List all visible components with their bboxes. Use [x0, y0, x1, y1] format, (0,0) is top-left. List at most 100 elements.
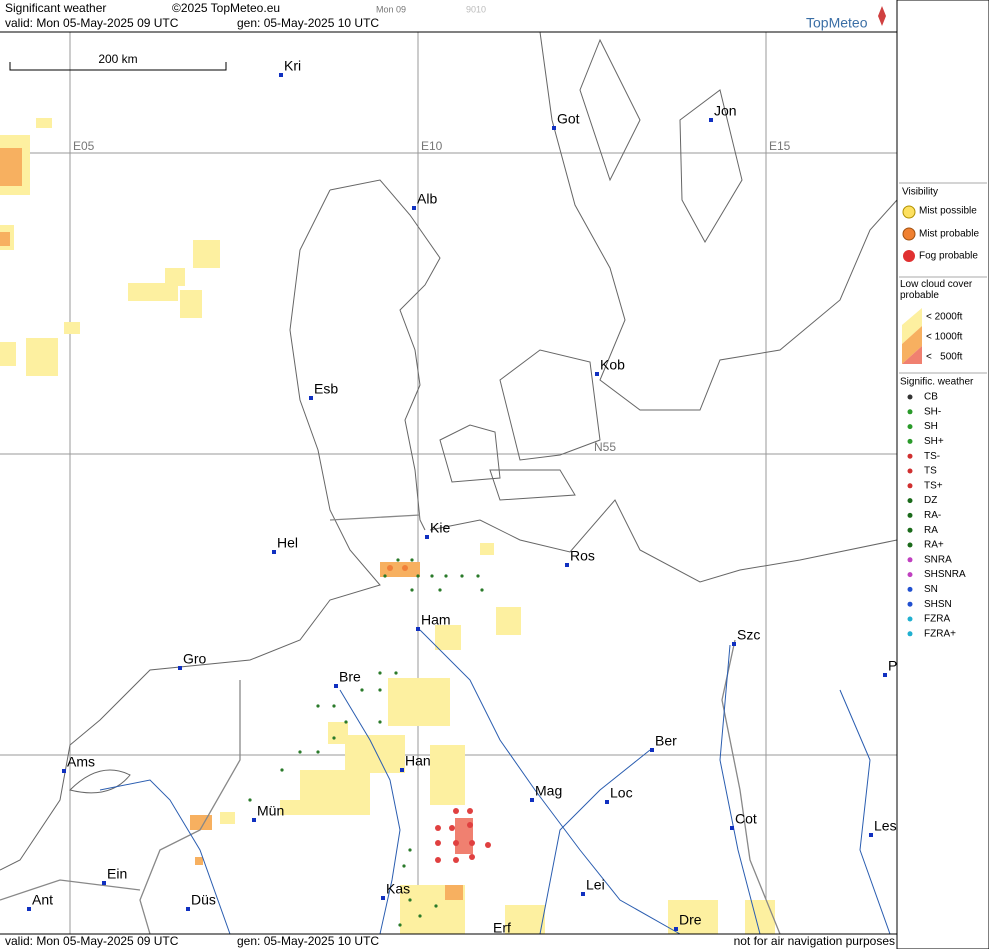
footer-valid: valid: Mon 05-May-2025 09 UTC — [5, 934, 179, 948]
legend-item: RA+ — [924, 540, 944, 551]
city-marker — [334, 684, 338, 688]
city-marker — [732, 642, 736, 646]
city-label: Ros — [570, 548, 595, 564]
city-marker — [178, 666, 182, 670]
city-marker — [425, 535, 429, 539]
city-label: Les — [874, 818, 897, 834]
city-label: Lei — [586, 877, 605, 893]
mist-symbols — [387, 565, 408, 571]
grid-label: E10 — [421, 139, 443, 153]
legend-symbol — [907, 557, 913, 563]
header-copyright: ©2025 TopMeteo.eu — [172, 1, 280, 15]
grid-label: N55 — [594, 440, 616, 454]
legend-item: < 2000ft — [926, 312, 963, 323]
header-tab[interactable]: Mon 09 — [376, 4, 406, 14]
legend-title: Signific. weather — [900, 377, 974, 388]
city-marker — [730, 826, 734, 830]
city-label: Jon — [714, 103, 737, 119]
rain-symbols — [248, 558, 484, 927]
legend-item: SHSN — [924, 599, 952, 610]
legend-item: RA — [924, 525, 938, 536]
city-label: Kie — [430, 520, 450, 536]
city-label: Kas — [386, 881, 410, 897]
legend-item: TS+ — [924, 480, 943, 491]
header-title: Significant weather — [5, 1, 106, 15]
city-marker — [400, 768, 404, 772]
city-label: Kob — [600, 357, 625, 373]
city-label: Ams — [67, 754, 95, 770]
cities: Kri Got Jon Alb Esb Kob Kie Hel Ros Ham Szc P Gro Bre… — [27, 58, 897, 939]
legend-item: CB — [924, 392, 938, 403]
legend-item: FZRA — [924, 614, 950, 625]
legend-symbol — [907, 468, 913, 474]
grid-labels: E05 E10 E15 N55 — [73, 139, 791, 454]
legend-title-text: Low cloud cover probable — [900, 279, 973, 301]
legend-item: TS — [924, 466, 937, 477]
legend-title: Low cloud cover probable — [900, 279, 973, 301]
legend-symbol — [907, 601, 913, 607]
city-marker — [595, 372, 599, 376]
legend-symbol — [907, 527, 913, 533]
city-marker — [62, 769, 66, 773]
footer-bg — [0, 934, 897, 949]
city-marker — [186, 907, 190, 911]
legend-symbol — [907, 394, 913, 400]
clouds — [0, 118, 775, 934]
city-label: Esb — [314, 381, 338, 397]
scale-label: 200 km — [98, 52, 137, 66]
scale-bar: 200 km — [9, 52, 227, 71]
coastlines — [0, 31, 898, 871]
legend-item: Fog probable — [919, 251, 978, 262]
city-marker — [279, 73, 283, 77]
legend-symbol — [907, 498, 913, 504]
city-marker — [272, 550, 276, 554]
legend-symbol — [907, 453, 913, 459]
header-gen: gen: 05-May-2025 10 UTC — [237, 16, 379, 30]
legend-item: SNRA — [924, 554, 952, 565]
city-label: P — [888, 658, 897, 674]
legend-item: SH- — [924, 406, 941, 417]
city-marker — [27, 907, 31, 911]
legend: Visibility Mist possible Mist probable F… — [899, 182, 987, 639]
fog-symbols — [435, 808, 491, 863]
city-marker — [650, 748, 654, 752]
city-label: Got — [557, 111, 580, 127]
legend-item: SH+ — [924, 436, 944, 447]
legend-item: SN — [924, 584, 938, 595]
legend-item: FZRA+ — [924, 628, 956, 639]
legend-panel — [896, 0, 989, 949]
city-marker — [674, 927, 678, 931]
legend-item: SHSNRA — [924, 569, 966, 580]
header-valid: valid: Mon 05-May-2025 09 UTC — [5, 16, 179, 30]
logo: TopMeteo — [806, 15, 868, 31]
city-marker — [709, 118, 713, 122]
legend-item: RA- — [924, 510, 941, 521]
header-tab[interactable]: 9010 — [466, 4, 486, 14]
footer-gen: gen: 05-May-2025 10 UTC — [237, 934, 379, 948]
city-label: Han — [405, 753, 431, 769]
city-label: Erf — [493, 920, 511, 936]
city-marker — [869, 833, 873, 837]
city-marker — [412, 206, 416, 210]
city-marker — [605, 800, 609, 804]
logo-icon — [878, 6, 886, 26]
legend-item: Mist probable — [919, 229, 979, 240]
city-marker — [530, 798, 534, 802]
city-marker — [102, 881, 106, 885]
legend-symbol — [907, 424, 913, 430]
city-label: Szc — [737, 627, 760, 643]
legend-symbol — [907, 616, 913, 622]
city-label: Ant — [32, 892, 53, 908]
legend-item: Mist possible — [919, 206, 977, 217]
city-marker — [883, 673, 887, 677]
city-marker — [416, 627, 420, 631]
city-marker — [252, 818, 256, 822]
city-label: Mün — [257, 803, 284, 819]
legend-item: < 500ft — [926, 352, 963, 363]
city-label: Düs — [191, 892, 216, 908]
legend-item: DZ — [924, 495, 937, 506]
city-label: Hel — [277, 535, 298, 551]
city-marker — [309, 396, 313, 400]
legend-title: Visibility — [902, 187, 938, 198]
